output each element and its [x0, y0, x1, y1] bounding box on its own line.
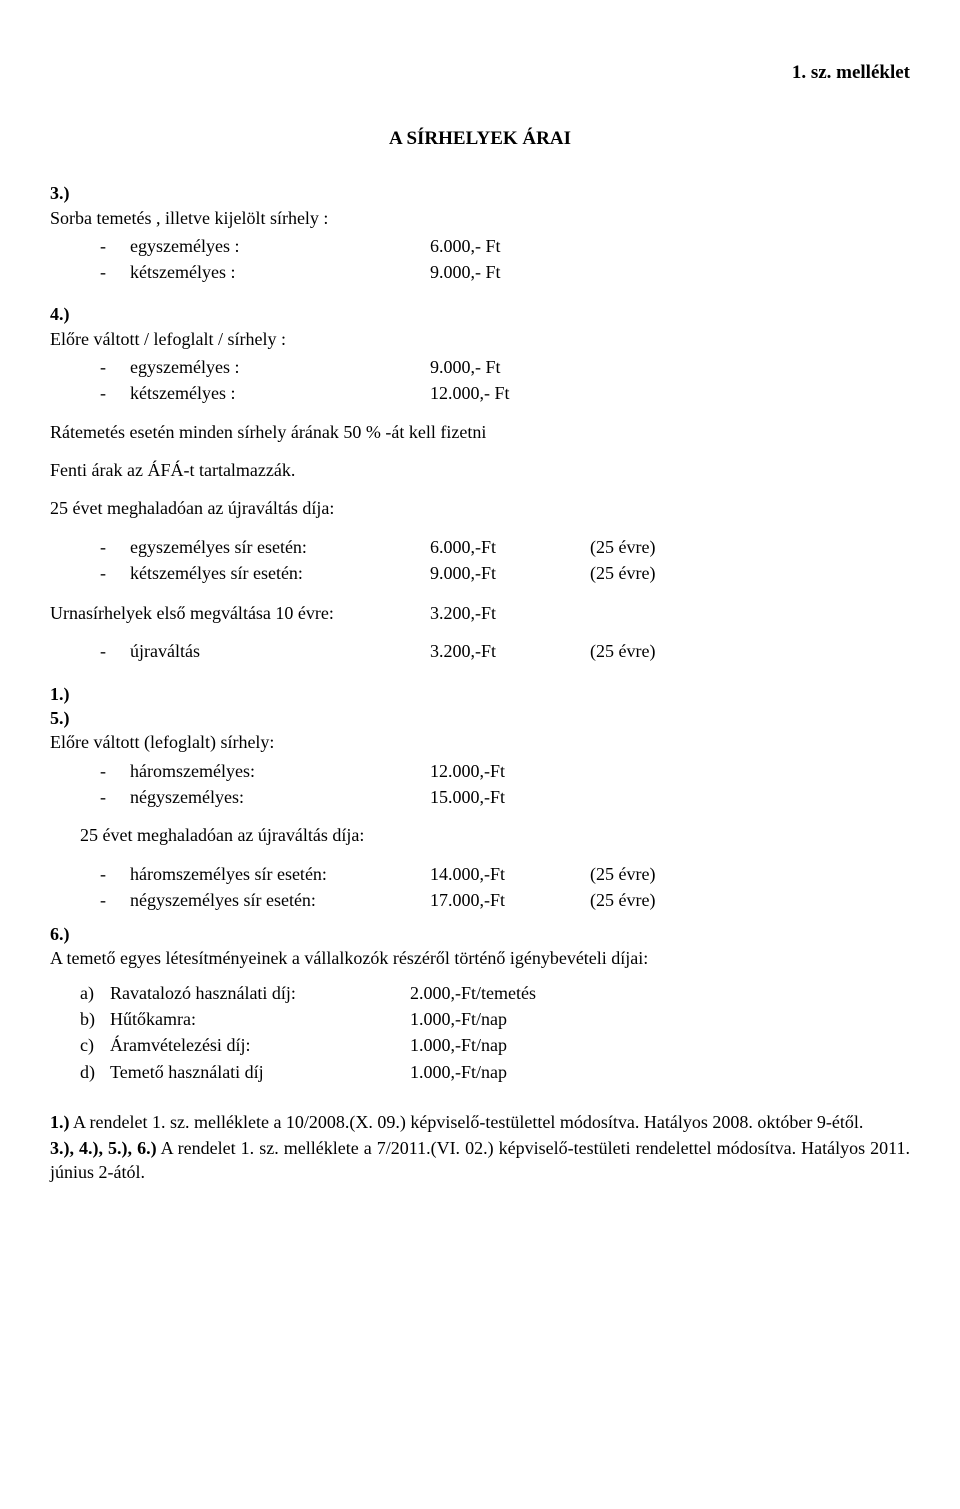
renewal25a-note: (25 évre) [590, 535, 730, 559]
renewal25b-note: (25 évre) [590, 862, 730, 886]
bullet-icon: - [100, 785, 130, 809]
footnote-2-vis: A rendelet 1. sz. melléklete a 7/2011.(V… [50, 1138, 910, 1182]
sec4-row: - kétszemélyes : 12.000,- Ft [50, 381, 910, 405]
sec6-letter: b) [80, 1007, 110, 1031]
sec5-num1: 1.) [50, 684, 70, 704]
sec3-row-val: 6.000,- Ft [430, 234, 590, 258]
sec5-row-val: 15.000,-Ft [430, 785, 590, 809]
sec4-row-val: 12.000,- Ft [430, 381, 590, 405]
renewal25a-val: 9.000,-Ft [430, 561, 590, 585]
sec4-row-label: egyszemélyes : [130, 355, 430, 379]
sec6-title: A temető egyes létesítményeinek a vállal… [50, 946, 910, 970]
renewal25b-title: 25 évet meghaladóan az újraváltás díja: [50, 823, 910, 847]
sec6-row-label: Hűtőkamra: [110, 1007, 410, 1031]
sec3-row-label: egyszemélyes : [130, 234, 430, 258]
bullet-icon: - [100, 535, 130, 559]
urn-renew-row: - újraváltás 3.200,-Ft (25 évre) [50, 639, 910, 663]
sec6-num: 6.) [50, 924, 70, 944]
renewal25a-title: 25 évet meghaladóan az újraváltás díja: [50, 496, 910, 520]
bullet-icon: - [100, 234, 130, 258]
urn-val: 3.200,-Ft [430, 601, 590, 625]
sec5-row-label: négyszemélyes: [130, 785, 430, 809]
sec5-row: - háromszemélyes: 12.000,-Ft [50, 759, 910, 783]
sec6-row: c) Áramvételezési díj: 1.000,-Ft/nap [50, 1033, 910, 1057]
sec4-head: 4.) Előre váltott / lefoglalt / sírhely … [50, 302, 910, 351]
footnotes: 1.) 1.) A rendelet 1. sz. melléklete a 1… [50, 1110, 910, 1185]
sec6-head: 6.) A temető egyes létesítményeinek a vá… [50, 922, 910, 971]
renewal25b-val: 17.000,-Ft [430, 888, 590, 912]
urn-row: Urnasírhelyek első megváltása 10 évre: 3… [50, 601, 910, 625]
sec6-row-val: 1.000,-Ft/nap [410, 1007, 630, 1031]
renewal25b-note: (25 évre) [590, 888, 730, 912]
renewal25a-note: (25 évre) [590, 561, 730, 585]
renewal25b-row: - háromszemélyes sír esetén: 14.000,-Ft … [50, 862, 910, 886]
sec4-row-val: 9.000,- Ft [430, 355, 590, 379]
renewal25b-val: 14.000,-Ft [430, 862, 590, 886]
sec6-letter: d) [80, 1060, 110, 1084]
sec6-letter: c) [80, 1033, 110, 1057]
footnote-2-lead: 3.), 4.), 5.), 6.) [50, 1138, 157, 1158]
bullet-icon: - [100, 639, 130, 663]
sec3-row: - egyszemélyes : 6.000,- Ft [50, 234, 910, 258]
sec4-row-label: kétszemélyes : [130, 381, 430, 405]
urn-renew-label: újraváltás [130, 639, 430, 663]
renewal25a-row: - kétszemélyes sír esetén: 9.000,-Ft (25… [50, 561, 910, 585]
sec3-row-val: 9.000,- Ft [430, 260, 590, 284]
sec5-row: - négyszemélyes: 15.000,-Ft [50, 785, 910, 809]
bullet-icon: - [100, 381, 130, 405]
renewal25b-row: - négyszemélyes sír esetén: 17.000,-Ft (… [50, 888, 910, 912]
sec5-row-val: 12.000,-Ft [430, 759, 590, 783]
sec3-title: Sorba temetés , illetve kijelölt sírhely… [50, 206, 910, 230]
sec6-letter: a) [80, 981, 110, 1005]
sec6-row: b) Hűtőkamra: 1.000,-Ft/nap [50, 1007, 910, 1031]
renewal25a-val: 6.000,-Ft [430, 535, 590, 559]
renewal25a-label: egyszemélyes sír esetén: [130, 535, 430, 559]
bullet-icon: - [100, 260, 130, 284]
sec6-row: d) Temető használati díj 1.000,-Ft/nap [50, 1060, 910, 1084]
sec5-head: 1.) 5.) Előre váltott (lefoglalt) sírhel… [50, 682, 910, 755]
sec4-num: 4.) [50, 304, 70, 324]
sec6-row-val: 1.000,-Ft/nap [410, 1060, 630, 1084]
sec3-head: 3.) Sorba temetés , illetve kijelölt sír… [50, 181, 910, 230]
note-ratemetes: Rátemetés esetén minden sírhely árának 5… [50, 420, 910, 444]
sec4-title: Előre váltott / lefoglalt / sírhely : [50, 327, 910, 351]
urn-renew-note: (25 évre) [590, 639, 730, 663]
footnote-1-lead: 1.) [50, 1112, 70, 1132]
sec3-num: 3.) [50, 183, 70, 203]
sec6-row: a) Ravatalozó használati díj: 2.000,-Ft/… [50, 981, 910, 1005]
sec5-num5: 5.) [50, 708, 70, 728]
sec5-title: Előre váltott (lefoglalt) sírhely: [50, 730, 910, 754]
bullet-icon: - [100, 888, 130, 912]
bullet-icon: - [100, 862, 130, 886]
sec3-row-label: kétszemélyes : [130, 260, 430, 284]
sec4-row: - egyszemélyes : 9.000,- Ft [50, 355, 910, 379]
bullet-icon: - [100, 355, 130, 379]
renewal25a-label: kétszemélyes sír esetén: [130, 561, 430, 585]
urn-renew-val: 3.200,-Ft [430, 639, 590, 663]
sec6-row-label: Áramvételezési díj: [110, 1033, 410, 1057]
bullet-icon: - [100, 561, 130, 585]
sec6-row-label: Temető használati díj [110, 1060, 410, 1084]
bullet-icon: - [100, 759, 130, 783]
sec6-row-val: 2.000,-Ft/temetés [410, 981, 630, 1005]
renewal25a-row: - egyszemélyes sír esetén: 6.000,-Ft (25… [50, 535, 910, 559]
urn-label: Urnasírhelyek első megváltása 10 évre: [50, 601, 430, 625]
page-title: A SÍRHELYEK ÁRAI [50, 126, 910, 152]
header-right: 1. sz. melléklet [50, 60, 910, 86]
sec6-row-label: Ravatalozó használati díj: [110, 981, 410, 1005]
renewal25b-label: négyszemélyes sír esetén: [130, 888, 430, 912]
renewal25b-label: háromszemélyes sír esetén: [130, 862, 430, 886]
sec6-row-val: 1.000,-Ft/nap [410, 1033, 630, 1057]
footnote-1-vis: A rendelet 1. sz. melléklete a 10/2008.(… [73, 1112, 863, 1132]
note-afa: Fenti árak az ÁFÁ-t tartalmazzák. [50, 458, 910, 482]
sec5-row-label: háromszemélyes: [130, 759, 430, 783]
sec3-row: - kétszemélyes : 9.000,- Ft [50, 260, 910, 284]
